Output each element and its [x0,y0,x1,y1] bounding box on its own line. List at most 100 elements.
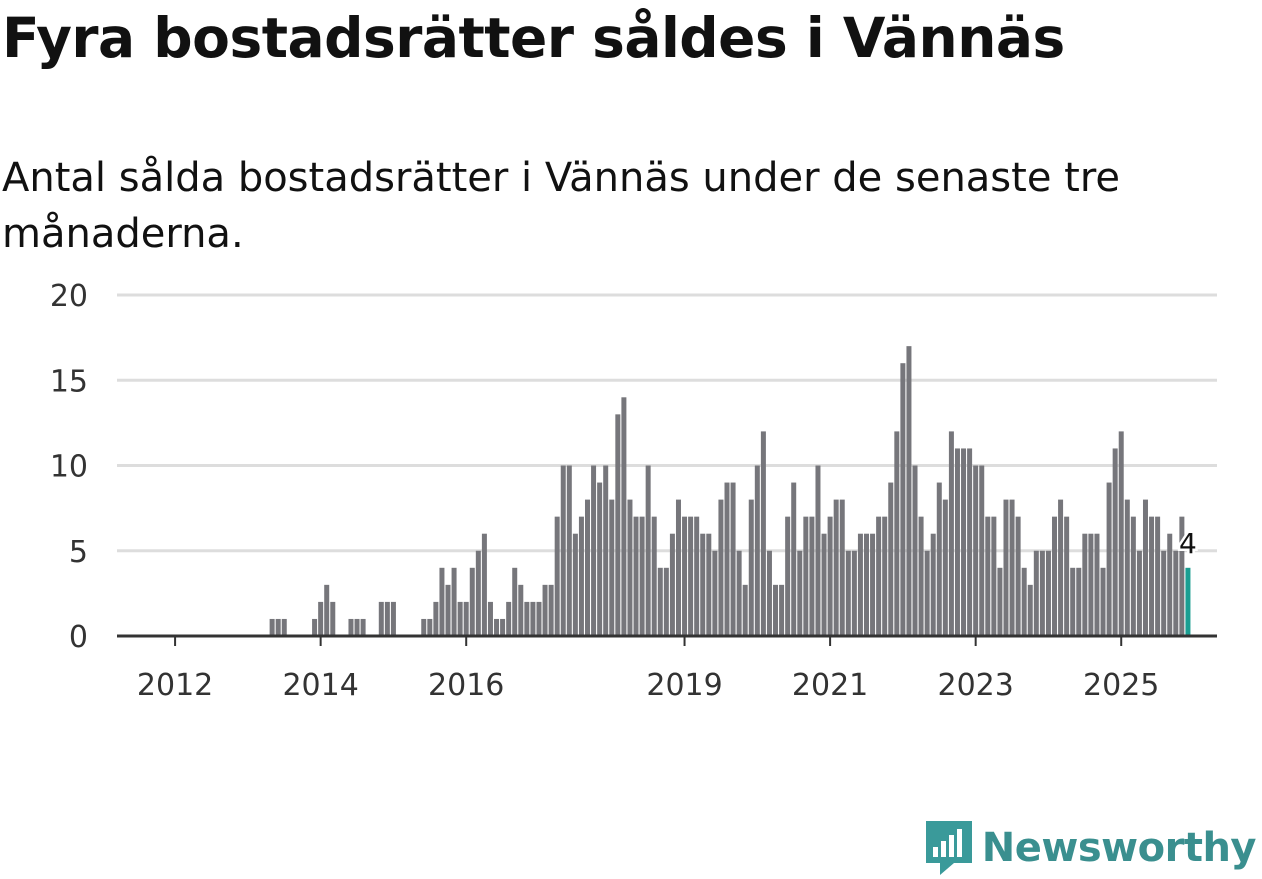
newsworthy-logo-icon [925,821,972,875]
bar [506,601,512,636]
bar [657,567,663,636]
bar [348,618,354,636]
bar [669,533,675,636]
bar [542,584,548,636]
bar [1124,499,1130,636]
bar [1045,550,1051,636]
bar [912,465,918,636]
bar [445,584,451,636]
bar [1155,516,1161,636]
bar [572,533,578,636]
bar [888,482,894,636]
bar [421,618,427,636]
bar [1039,550,1045,636]
bar [821,533,827,636]
chart-title: Fyra bostadsrätter såldes i Vännäs [2,6,1065,70]
bar [1112,448,1118,636]
bar [918,516,924,636]
bar [845,550,851,636]
highlight-data-label: 4 [1179,527,1197,560]
bar [827,516,833,636]
bar [979,465,985,636]
bar [1149,516,1155,636]
bar [1118,431,1124,636]
bar [785,516,791,636]
bar [863,533,869,636]
bar [1130,516,1136,636]
bar [1094,533,1100,636]
bar [942,499,948,636]
bar [597,482,603,636]
bar [1070,567,1076,636]
bar [518,584,524,636]
bar [1003,499,1009,636]
bar [475,550,481,636]
bar [439,567,445,636]
bar [803,516,809,636]
bar [591,465,597,636]
bar [688,516,694,636]
x-tick-label: 2016 [428,668,504,703]
bar [760,431,766,636]
bar [578,516,584,636]
y-tick-label: 0 [69,620,88,655]
bar [633,516,639,636]
chart-subtitle: Antal sålda bostadsrätter i Vännäs under… [2,155,1121,257]
bar [894,431,900,636]
axes [117,634,1217,646]
bar [1027,584,1033,636]
bar [954,448,960,636]
bar [1076,567,1082,636]
bar [621,397,627,636]
bar [536,601,542,636]
bar [494,618,500,636]
bar [991,516,997,636]
bar [487,601,493,636]
bar [973,465,979,636]
bar [1052,516,1058,636]
bar [985,516,991,636]
bar [1058,499,1064,636]
bar [512,567,518,636]
bar [651,516,657,636]
bar [779,584,785,636]
bar [851,550,857,636]
bar [548,584,554,636]
bar [833,499,839,636]
bar-chart: 0 5 10 15 20 4 2012 2014 2016 2019 2021 2023 2025 [50,279,1217,703]
bar [675,499,681,636]
bar [748,499,754,636]
bar [1021,567,1027,636]
bar [839,499,845,636]
y-tick-label: 15 [50,364,88,399]
bar [615,414,621,636]
bar [809,516,815,636]
bar [457,601,463,636]
bar [961,448,967,636]
bar [585,499,591,636]
x-tick-label: 2023 [937,668,1013,703]
bar [324,584,330,636]
bar [724,482,730,636]
gridlines [117,293,1217,553]
brand-name: Newsworthy [981,825,1257,871]
bar [1179,516,1185,636]
bar [857,533,863,636]
bar [1161,550,1167,636]
bar [815,465,821,636]
newsworthy-logo[interactable]: Newsworthy [924,819,1257,877]
x-tick-label: 2012 [137,668,213,703]
bar [330,601,336,636]
bar [924,550,930,636]
bar [1015,516,1021,636]
bar [773,584,779,636]
bar [1064,516,1070,636]
bar [451,567,457,636]
y-tick-label: 10 [50,450,88,485]
bar [275,618,281,636]
bar [718,499,724,636]
bar [948,431,954,636]
bar [360,618,366,636]
bar [876,516,882,636]
bar [1106,482,1112,636]
